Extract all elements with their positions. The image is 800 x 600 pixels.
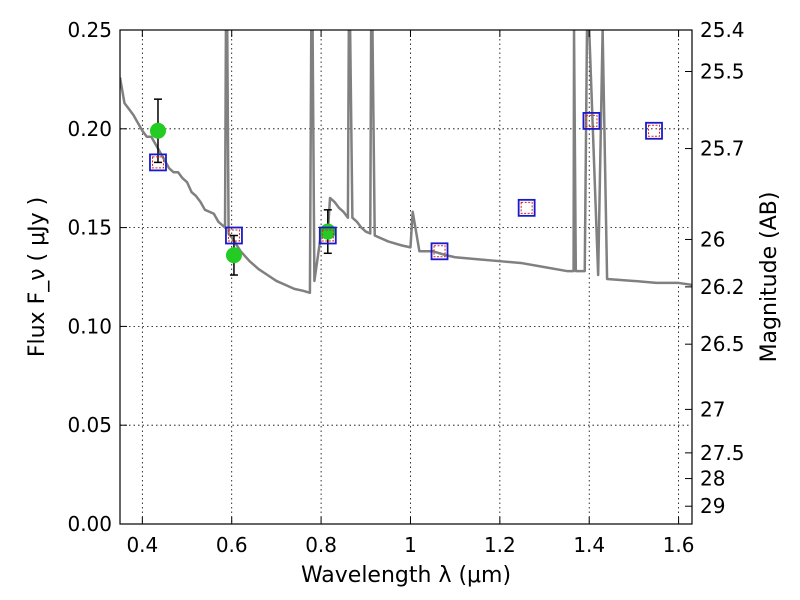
model-box-inner bbox=[321, 229, 334, 242]
right-tick-label: 26.5 bbox=[700, 332, 745, 356]
y-tick-label: 0.10 bbox=[67, 314, 112, 338]
right-tick-label: 25.7 bbox=[700, 137, 745, 161]
right-tick-label: 26.2 bbox=[700, 275, 745, 299]
right-tick-label: 28 bbox=[700, 467, 725, 491]
model-box bbox=[582, 111, 601, 130]
right-tick-label: 26 bbox=[700, 227, 725, 251]
y-axis-title: Flux F_ν ( μJy ) bbox=[25, 197, 50, 357]
x-tick-label: 0.6 bbox=[216, 533, 248, 557]
right-tick-label: 25.5 bbox=[700, 59, 745, 83]
model-photometry-boxes bbox=[149, 111, 663, 261]
right-tick-label: 25.4 bbox=[700, 18, 745, 42]
x-axis-title: Wavelength λ (μm) bbox=[301, 563, 511, 588]
right-tick-label: 27.5 bbox=[700, 441, 745, 465]
y-tick-label: 0.25 bbox=[67, 18, 112, 42]
observed-point bbox=[225, 247, 242, 264]
right-tick-label: 29 bbox=[700, 494, 725, 518]
y-tick-label: 0.00 bbox=[67, 512, 112, 536]
model-box-inner bbox=[227, 229, 240, 242]
model-box bbox=[225, 226, 243, 245]
x-tick-label: 1.2 bbox=[484, 533, 516, 557]
y-tick-label: 0.05 bbox=[67, 413, 112, 437]
y-tick-label: 0.20 bbox=[67, 117, 112, 141]
model-box bbox=[430, 242, 449, 261]
observed-point bbox=[149, 122, 166, 139]
x-tick-label: 1.4 bbox=[573, 533, 605, 557]
right-axis-ticks: 25.4 25.5 25.7 26 26.2 26.5 27 27.528 29 bbox=[685, 18, 745, 518]
model-box-inner bbox=[520, 201, 533, 214]
x-tick-label: 0.8 bbox=[305, 533, 337, 557]
model-box bbox=[517, 198, 536, 217]
plot-frame bbox=[119, 29, 693, 525]
x-tick-label: 1.6 bbox=[663, 533, 695, 557]
right-tick-label: 27 bbox=[700, 397, 725, 421]
right-axis-title: Magnitude (AB) bbox=[757, 192, 782, 363]
x-tick-label: 0.4 bbox=[126, 533, 158, 557]
model-box-inner bbox=[151, 156, 164, 169]
model-box-inner bbox=[433, 245, 446, 258]
y-tick-label: 0.15 bbox=[67, 216, 112, 240]
model-box bbox=[318, 226, 337, 245]
model-box bbox=[645, 121, 663, 140]
y-axis-ticks: 0.00 0.05 0.10 0.15 0.20 0.25 bbox=[67, 18, 127, 536]
model-box-inner bbox=[648, 124, 661, 137]
x-tick-label: 1 bbox=[404, 533, 417, 557]
model-box bbox=[149, 153, 167, 172]
x-axis-ticks: 0.4 0.6 0.8 1 1.2 1.4 1.6 bbox=[126, 30, 695, 557]
model-box-inner bbox=[585, 114, 598, 127]
